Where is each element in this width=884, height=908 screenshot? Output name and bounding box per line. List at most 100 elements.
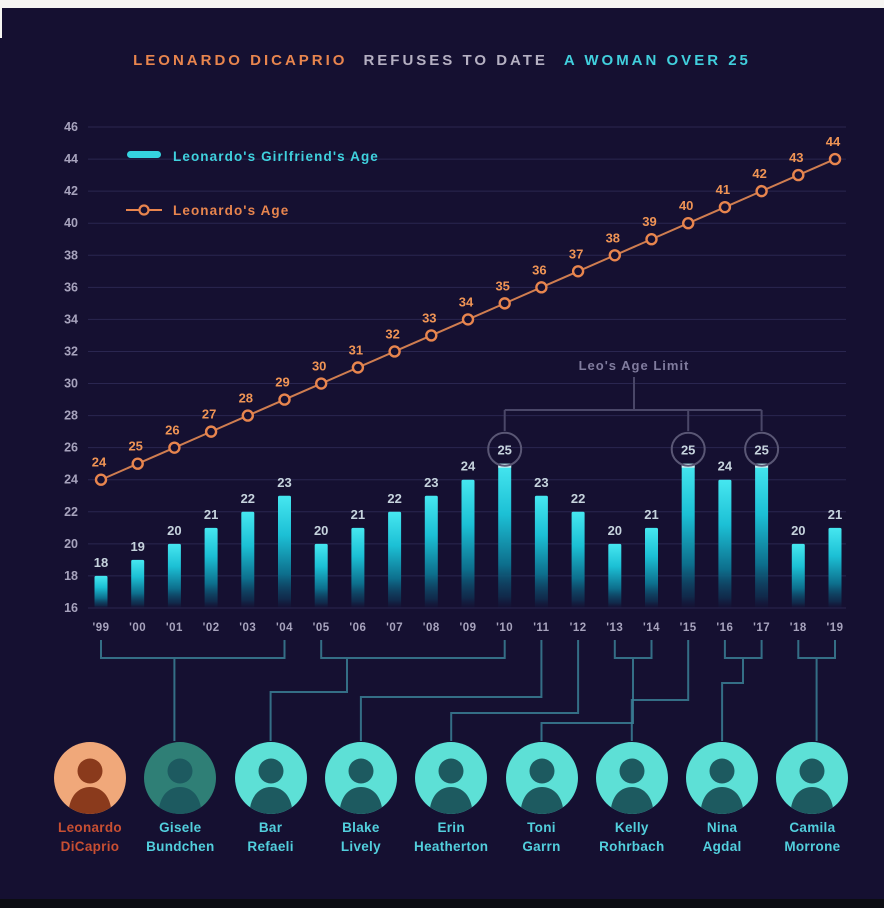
- leo-age-label: 31: [349, 343, 363, 358]
- legend-leo-label: Leonardo's Age: [173, 203, 289, 218]
- bar-value-label: 18: [94, 555, 108, 570]
- x-tick-label: '17: [753, 622, 770, 634]
- y-tick-label: 18: [64, 569, 78, 583]
- legend-girlfriend-label: Leonardo's Girlfriend's Age: [173, 149, 379, 164]
- chart-legend: Leonardo's Girlfriend's Age Leonardo's A…: [126, 149, 379, 218]
- person-photo: [144, 742, 217, 814]
- y-tick-label: 46: [64, 120, 78, 134]
- x-tick-label: '09: [459, 622, 476, 634]
- leo-age-point: [608, 249, 621, 262]
- bar-value-label: 21: [351, 507, 365, 522]
- y-tick-label: 32: [64, 344, 78, 358]
- x-tick-label: '18: [790, 622, 807, 634]
- leo-age-label: 43: [789, 150, 803, 165]
- person-silhouette-icon: [791, 758, 834, 814]
- x-tick-label: '03: [239, 622, 256, 634]
- y-tick-label: 38: [64, 248, 78, 262]
- age-limit-circle: [670, 431, 706, 467]
- person-photo: [776, 742, 849, 814]
- person-name: Erin Heatherton: [396, 818, 506, 856]
- bar: [351, 527, 365, 608]
- age-limit-circle: [487, 431, 523, 467]
- leo-age-label: 36: [532, 262, 546, 277]
- x-tick-label: '07: [386, 622, 403, 634]
- person-photo: [686, 742, 759, 814]
- person-first-name: Gisele: [159, 820, 202, 835]
- bar: [755, 463, 769, 608]
- bar: [167, 543, 181, 608]
- bar: [828, 527, 842, 608]
- leo-age-point: [718, 200, 732, 214]
- leo-age-label: 29: [275, 375, 289, 390]
- leo-age-label: 28: [239, 391, 253, 406]
- leo-age-point: [131, 457, 144, 470]
- x-tick-label: '02: [203, 622, 220, 634]
- person-name: Camila Morrone: [757, 818, 867, 856]
- bar: [424, 495, 438, 608]
- x-tick-label: '04: [276, 622, 293, 634]
- leo-age-point: [425, 329, 438, 342]
- age-limit-circle: [744, 431, 780, 467]
- connector-path: [540, 640, 653, 741]
- x-tick-label: '10: [496, 622, 513, 634]
- age-limit-label: Leo's Age Limit: [579, 358, 690, 373]
- y-tick-label: 16: [64, 601, 78, 615]
- x-tick-label: '15: [680, 622, 697, 634]
- bar-value-label: 21: [204, 507, 218, 522]
- x-tick-label: '13: [606, 622, 623, 634]
- leo-age-point: [315, 377, 328, 390]
- connector-path: [359, 640, 543, 741]
- person-name: Kelly Rohrbach: [577, 818, 687, 856]
- bar: [278, 495, 291, 608]
- y-tick-label: 34: [64, 312, 78, 326]
- bar: [241, 511, 255, 608]
- bar-value-label: 23: [534, 475, 548, 490]
- bar-value-label: 22: [387, 491, 401, 506]
- bar-value-label: 19: [130, 539, 144, 554]
- leo-age-label: 44: [826, 134, 841, 149]
- connector-path: [630, 640, 690, 741]
- x-tick-label: '01: [166, 622, 183, 634]
- bar-value-label: 21: [828, 507, 842, 522]
- leo-age-label: 24: [92, 455, 107, 470]
- person-last-name: Garrn: [522, 839, 561, 854]
- person-name: Blake Lively: [306, 818, 416, 856]
- person-last-name: DiCaprio: [60, 839, 120, 854]
- connector-path: [797, 640, 836, 741]
- y-tick-label: 42: [64, 184, 78, 198]
- person-first-name: Nina: [706, 820, 738, 835]
- bar: [534, 495, 548, 608]
- bar-value-label: 21: [644, 507, 658, 522]
- person-photo: [415, 742, 488, 814]
- person-first-name: Erin: [437, 820, 465, 835]
- bar-value-label: 25: [754, 443, 768, 458]
- bar-value-label: 24: [461, 459, 476, 474]
- y-tick-label: 22: [64, 505, 78, 519]
- girlfriend-age-bars: 18 19 20 21 22 23 20 21 22 23 24 25 23 22 20 21 25 24 25 20…: [94, 431, 842, 608]
- legend-bar-swatch: [127, 151, 161, 158]
- person-first-name: Camila: [789, 820, 836, 835]
- person-silhouette-icon: [249, 758, 292, 814]
- connector-path: [450, 640, 580, 741]
- bar-value-label: 20: [314, 523, 328, 538]
- bar-value-label: 22: [241, 491, 255, 506]
- y-tick-label: 36: [64, 280, 78, 294]
- y-tick-label: 40: [64, 216, 78, 230]
- leo-age-label: 40: [679, 198, 693, 213]
- bar-value-label: 23: [424, 475, 438, 490]
- bar-value-label: 20: [791, 523, 805, 538]
- title-over25: A WOMAN OVER 25: [563, 52, 751, 69]
- bar: [571, 511, 585, 608]
- person-silhouette-icon: [701, 758, 744, 814]
- page-title: LEONARDO DICAPRIO REFUSES TO DATE A WOMA…: [0, 52, 884, 69]
- person-last-name: Heatherton: [414, 839, 489, 854]
- leo-age-point: [388, 345, 401, 358]
- person-first-name: Bar: [258, 820, 283, 835]
- person-last-name: Bundchen: [146, 839, 215, 854]
- person-last-name: Refaeli: [247, 839, 294, 854]
- bar: [498, 463, 512, 608]
- x-axis-labels: '99 '00 '01 '02 '03 '04 '05 '06 '07 '08 '09 '10 '11 '…: [92, 622, 843, 634]
- person-first-name: Leonardo: [58, 820, 122, 835]
- person-silhouette-icon: [610, 758, 653, 814]
